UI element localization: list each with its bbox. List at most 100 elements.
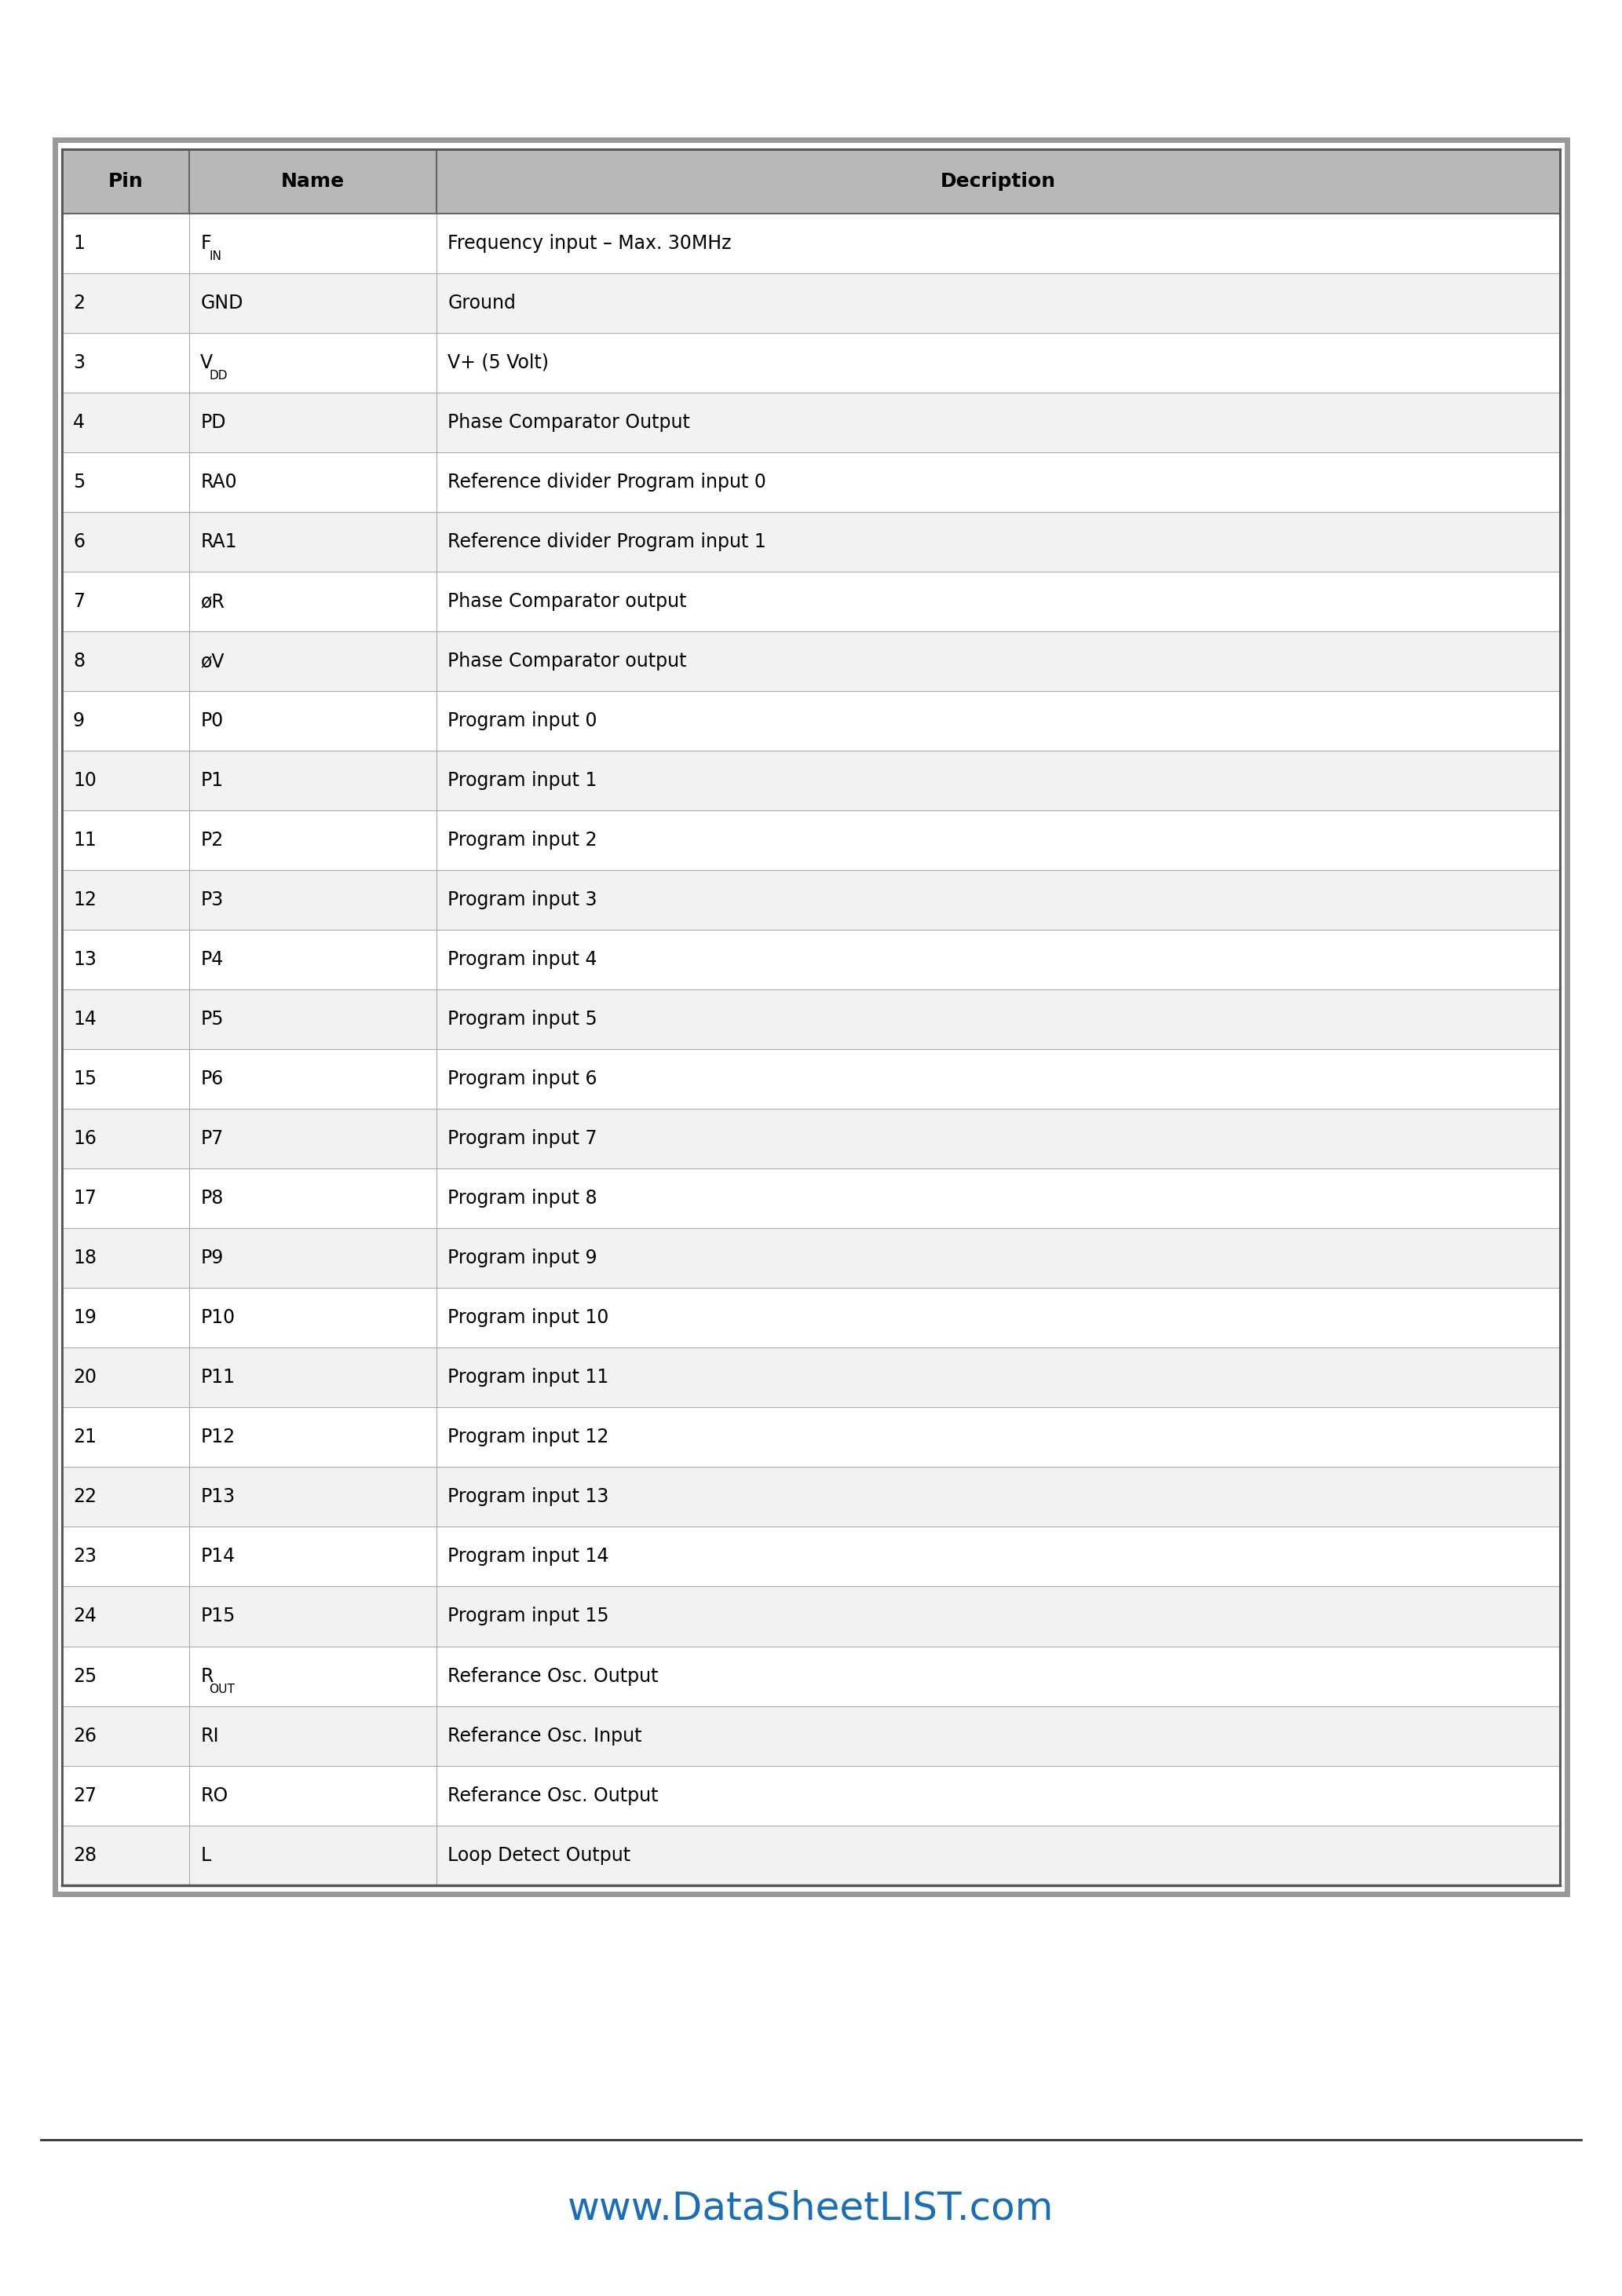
Text: Name: Name (281, 172, 344, 191)
Text: Reference divider Program input 1: Reference divider Program input 1 (448, 533, 766, 551)
Text: 14: 14 (73, 1010, 96, 1029)
Bar (62, 452, 1560, 512)
Text: 8: 8 (73, 652, 84, 670)
Bar (62, 1228, 1560, 1288)
Text: P8: P8 (201, 1189, 224, 1208)
Text: Program input 13: Program input 13 (448, 1488, 608, 1506)
Text: GND: GND (201, 294, 243, 312)
Text: 28: 28 (73, 1846, 97, 1864)
Bar (62, 1825, 1560, 1885)
Text: 7: 7 (73, 592, 84, 611)
Text: IN: IN (209, 250, 222, 262)
Bar (62, 273, 1560, 333)
Text: P14: P14 (201, 1548, 235, 1566)
Text: Phase Comparator output: Phase Comparator output (448, 652, 686, 670)
Text: Program input 12: Program input 12 (448, 1428, 608, 1446)
Text: 6: 6 (73, 533, 84, 551)
Bar (62, 1109, 1560, 1169)
Text: Program input 14: Program input 14 (448, 1548, 608, 1566)
Text: 24: 24 (73, 1607, 97, 1626)
Text: RA0: RA0 (201, 473, 237, 491)
Text: R: R (201, 1667, 214, 1685)
Text: Referance Osc. Input: Referance Osc. Input (448, 1727, 642, 1745)
Text: P7: P7 (201, 1130, 224, 1148)
Text: Program input 0: Program input 0 (448, 712, 597, 730)
Text: Ground: Ground (448, 294, 516, 312)
Bar (62, 870, 1560, 930)
Text: 23: 23 (73, 1548, 97, 1566)
Text: Loop Detect Output: Loop Detect Output (448, 1846, 631, 1864)
Bar (62, 631, 1560, 691)
Text: 27: 27 (73, 1786, 97, 1805)
Text: P0: P0 (201, 712, 224, 730)
Bar (62, 333, 1560, 393)
Bar (62, 1467, 1560, 1527)
Bar (62, 214, 1560, 273)
Text: 12: 12 (73, 891, 96, 909)
Text: Program input 2: Program input 2 (448, 831, 597, 850)
Text: Phase Comparator output: Phase Comparator output (448, 592, 686, 611)
Text: Referance Osc. Output: Referance Osc. Output (448, 1667, 659, 1685)
Text: 2: 2 (73, 294, 84, 312)
Text: Frequency input – Max. 30MHz: Frequency input – Max. 30MHz (448, 234, 732, 253)
Bar (62, 1706, 1560, 1766)
Bar (62, 149, 1560, 214)
Text: 9: 9 (73, 712, 84, 730)
Text: Reference divider Program input 0: Reference divider Program input 0 (448, 473, 766, 491)
Text: øR: øR (201, 592, 224, 611)
Text: Program input 5: Program input 5 (448, 1010, 597, 1029)
Text: Program input 3: Program input 3 (448, 891, 597, 909)
Text: RI: RI (201, 1727, 219, 1745)
Text: Program input 10: Program input 10 (448, 1309, 608, 1327)
Text: RO: RO (201, 1786, 229, 1805)
Text: 26: 26 (73, 1727, 97, 1745)
Text: F: F (201, 234, 211, 253)
Bar (62, 1169, 1560, 1228)
Text: øV: øV (201, 652, 224, 670)
Text: 13: 13 (73, 951, 96, 969)
Text: Program input 1: Program input 1 (448, 771, 597, 790)
Text: 19: 19 (73, 1309, 96, 1327)
Text: P12: P12 (201, 1428, 235, 1446)
Text: P9: P9 (201, 1249, 224, 1267)
Text: Pin: Pin (107, 172, 143, 191)
Text: P15: P15 (201, 1607, 235, 1626)
Bar (62, 930, 1560, 990)
Bar (62, 1766, 1560, 1825)
Text: PD: PD (201, 413, 225, 432)
Text: V+ (5 Volt): V+ (5 Volt) (448, 354, 548, 372)
Text: 20: 20 (73, 1368, 97, 1387)
Bar (62, 1407, 1560, 1467)
Text: P4: P4 (201, 951, 224, 969)
Text: P2: P2 (201, 831, 224, 850)
Text: 1: 1 (73, 234, 84, 253)
Text: 15: 15 (73, 1070, 97, 1088)
Bar (62, 1288, 1560, 1348)
Text: DD: DD (209, 370, 227, 381)
Text: Phase Comparator Output: Phase Comparator Output (448, 413, 691, 432)
Text: RA1: RA1 (201, 533, 237, 551)
Text: 16: 16 (73, 1130, 96, 1148)
Bar (62, 1646, 1560, 1706)
Text: 22: 22 (73, 1488, 97, 1506)
Text: 10: 10 (73, 771, 96, 790)
Text: P1: P1 (201, 771, 224, 790)
Text: OUT: OUT (209, 1683, 235, 1694)
Text: 18: 18 (73, 1249, 97, 1267)
Text: P6: P6 (201, 1070, 224, 1088)
Text: Program input 9: Program input 9 (448, 1249, 597, 1267)
Bar (62, 810, 1560, 870)
Bar (62, 691, 1560, 751)
Text: P3: P3 (201, 891, 224, 909)
Text: Decription: Decription (941, 172, 1056, 191)
Bar (62, 149, 1560, 1885)
Bar (62, 393, 1560, 452)
Text: 21: 21 (73, 1428, 96, 1446)
Text: L: L (201, 1846, 211, 1864)
Text: Program input 4: Program input 4 (448, 951, 597, 969)
Bar (55, 140, 1567, 1894)
Bar (62, 1348, 1560, 1407)
Bar (62, 512, 1560, 572)
Bar (62, 1049, 1560, 1109)
Text: Program input 11: Program input 11 (448, 1368, 608, 1387)
